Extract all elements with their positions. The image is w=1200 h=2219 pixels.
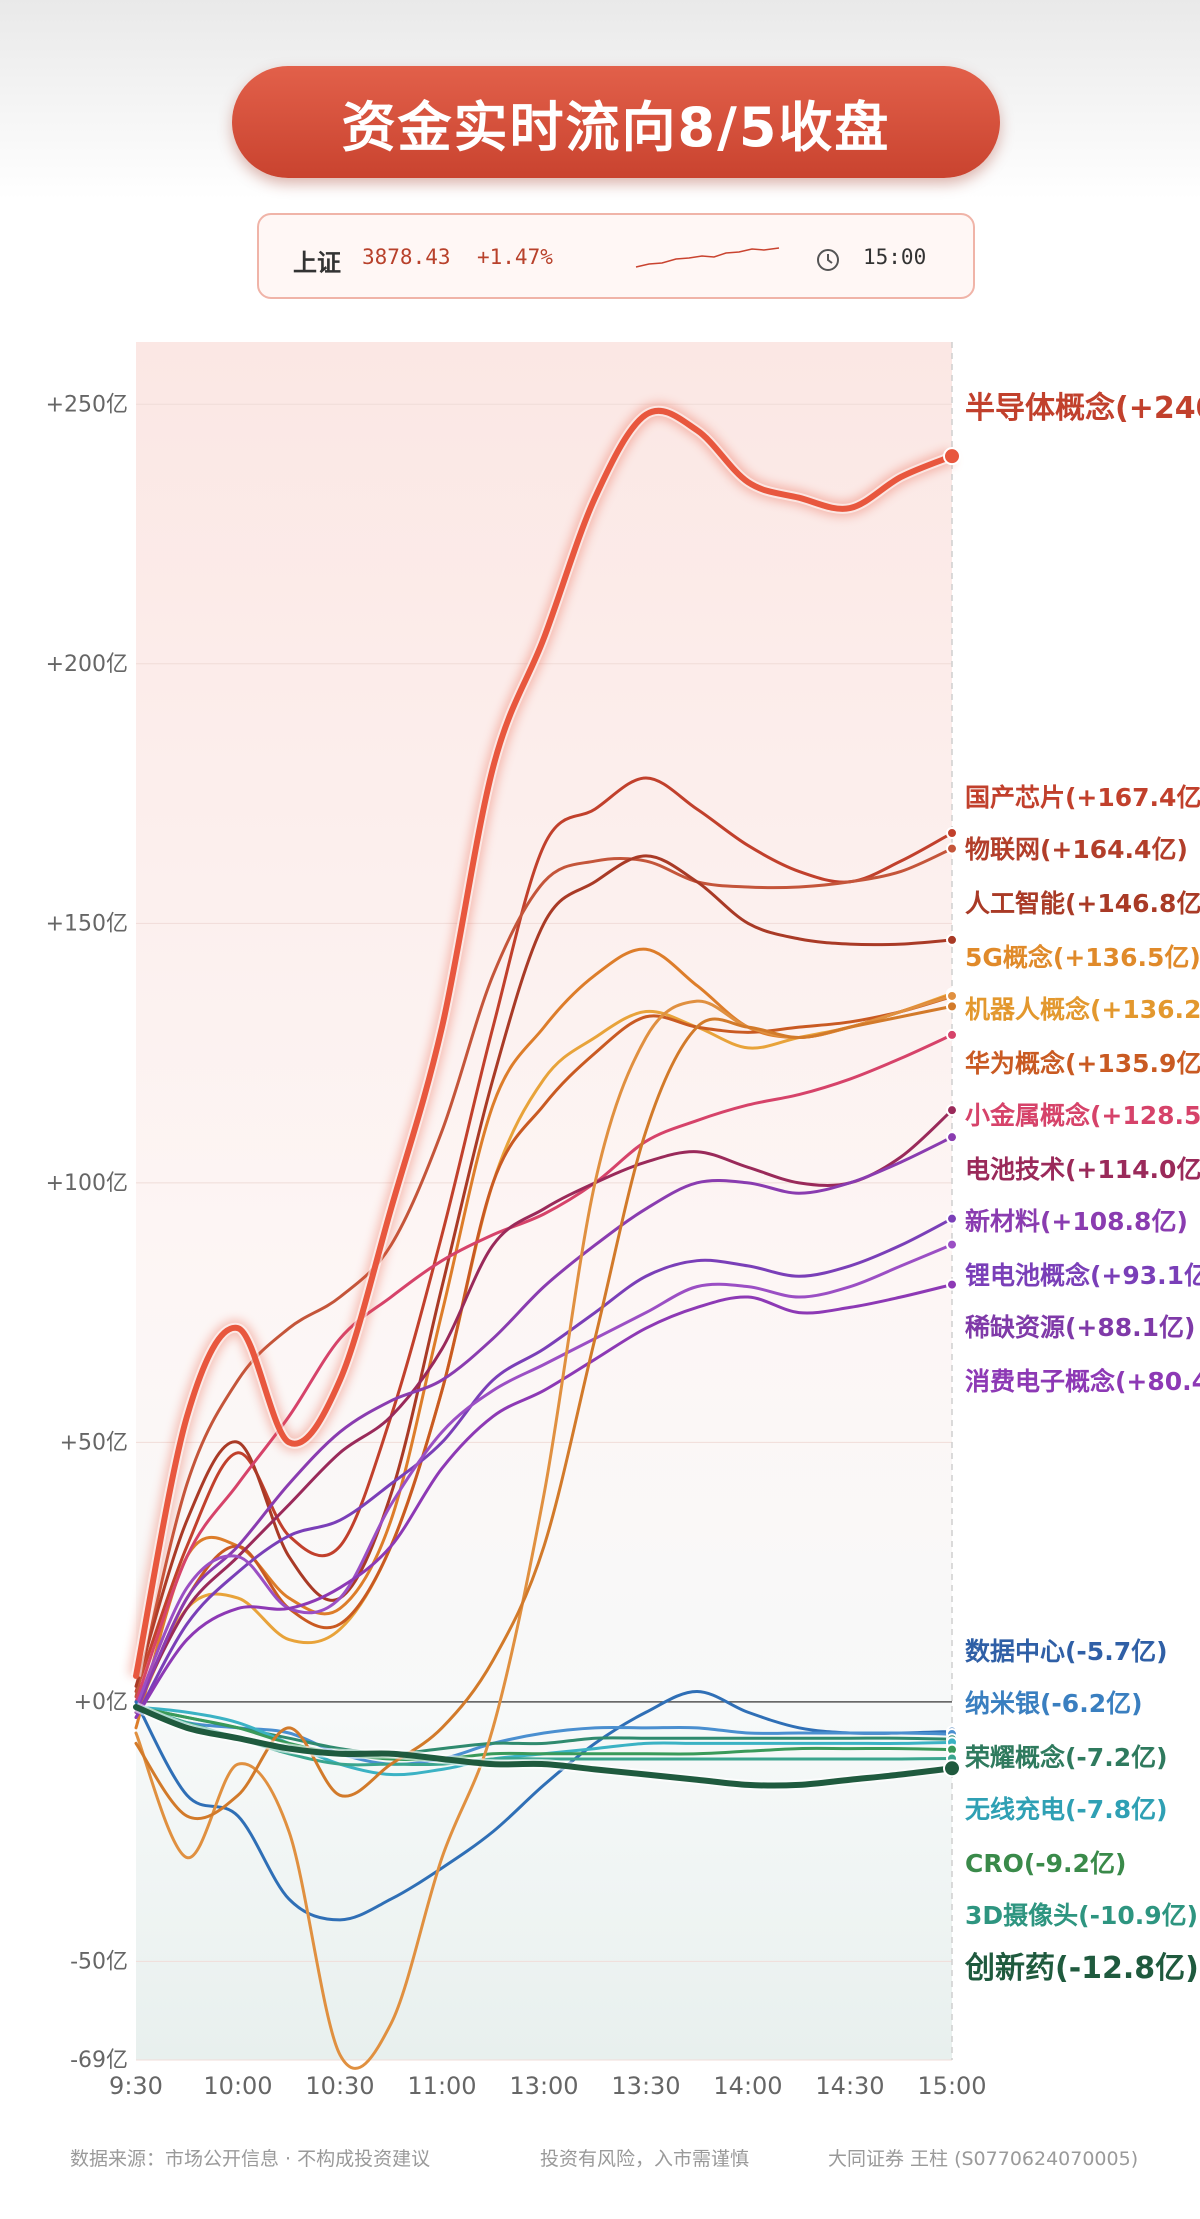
series-锂电池概念-end-dot [946, 1212, 958, 1225]
clock-icon [817, 249, 839, 271]
series-稀缺资源-line [134, 1243, 954, 1709]
series-小金属概念-line [134, 1033, 954, 1704]
series-人工智能-end-dot [946, 933, 958, 946]
legend-label: 纳米银(-6.2亿) [965, 1689, 1143, 1718]
legend-label: 华为概念(+135.9亿) [965, 1049, 1200, 1078]
y-tick-label: +0亿 [74, 1690, 128, 1715]
title-banner: 资金实时流向8/5收盘 [232, 66, 1000, 178]
footer: 数据来源：市场公开信息 · 不构成投资建议 投资有风险，入市需谨慎 大同证券 王… [0, 2144, 1200, 2174]
series-物联网-line [134, 847, 954, 1699]
y-tick-label: +100亿 [46, 1171, 128, 1196]
series-锂电池概念-line [134, 1217, 954, 1719]
index-name: 上证 [293, 249, 341, 277]
legend-label: 物联网(+164.4亿) [965, 835, 1188, 864]
x-tick-label: 10:30 [305, 2072, 374, 2100]
sparkline-icon [635, 247, 780, 268]
series-消费电子概念-end-dot [946, 1278, 958, 1291]
series-半导体概念-end-dot [943, 447, 961, 466]
footer-source: 数据来源：市场公开信息 · 不构成投资建议 [70, 2148, 431, 2170]
y-tick-label: -69亿 [70, 2048, 128, 2073]
series-人工智能-line [134, 854, 954, 1688]
legend-label: 稀缺资源(+88.1亿) [965, 1313, 1195, 1342]
series-半导体概念-line [133, 407, 955, 1679]
series-小金属概念-end-dot [946, 1028, 958, 1041]
legend-label: 国产芯片(+167.4亿) [965, 783, 1200, 812]
legend-label: 消费电子概念(+80.4亿) [965, 1367, 1200, 1396]
y-tick-label: +250亿 [46, 392, 128, 417]
legend-label: 电池技术(+114.0亿) [965, 1155, 1200, 1184]
series-其他B-end-dot [946, 1000, 958, 1013]
legend-label: 机器人概念(+136.2亿) [965, 995, 1200, 1024]
series-其他B-line [134, 1004, 954, 1821]
x-tick-label: 11:00 [407, 2072, 476, 2100]
legend-label: 5G概念(+136.5亿) [965, 943, 1200, 972]
legend-label: 数据中心(-5.7亿) [965, 1637, 1168, 1666]
legend-label: 无线充电(-7.8亿) [965, 1795, 1168, 1824]
page-title: 资金实时流向8/5收盘 [341, 95, 891, 159]
x-tick-label: 13:30 [611, 2072, 680, 2100]
series-创新药-end-dot [943, 1759, 961, 1778]
x-tick-label: 10:00 [203, 2072, 272, 2100]
y-tick-label: -50亿 [70, 1949, 128, 1974]
x-tick-label: 13:00 [509, 2072, 578, 2100]
index-ticker-card: 上证 3878.43 +1.47% 15:00 [257, 213, 975, 299]
x-tick-label: 14:30 [815, 2072, 884, 2100]
index-change: +1.47% [477, 245, 553, 269]
series-数据中心-line [134, 1689, 954, 1922]
index-time: 15:00 [863, 245, 927, 269]
series-新材料-line [134, 1135, 954, 1714]
series-国产芯片-end-dot [946, 827, 958, 840]
legend-label: 锂电池概念(+93.1亿) [965, 1261, 1200, 1290]
legend-label: CRO(-9.2亿) [965, 1849, 1126, 1878]
series-新材料-end-dot [946, 1131, 958, 1144]
x-tick-label: 15:00 [917, 2072, 986, 2100]
series-创新药-line [133, 1704, 955, 1789]
series-荣耀概念-line [134, 1705, 954, 1756]
x-tick-label: 9:30 [109, 2072, 163, 2100]
footer-risk: 投资有风险，入市需谨慎 [540, 2148, 750, 2170]
series-电池技术-line [134, 1108, 954, 1709]
legend-label: 半导体概念(+240亿) [965, 391, 1200, 426]
series-稀缺资源-end-dot [946, 1238, 958, 1251]
series-物联网-end-dot [946, 842, 958, 855]
legend-label: 小金属概念(+128.5亿) [965, 1101, 1200, 1130]
series-纳米银-line [134, 1705, 954, 1766]
series-华为概念-line [134, 995, 954, 1714]
series-其他A-line [134, 994, 954, 2070]
legend-label: 人工智能(+146.8亿) [965, 889, 1200, 918]
series-其他A-end-dot [946, 989, 958, 1002]
footer-author: 大同证券 王柱 (S0770624070005) [828, 2148, 1139, 2170]
series-电池技术-end-dot [946, 1104, 958, 1117]
y-tick-label: +150亿 [46, 911, 128, 936]
y-tick-label: +200亿 [46, 652, 128, 677]
legend-label: 3D摄像头(-10.9亿) [965, 1901, 1198, 1930]
x-tick-label: 14:00 [713, 2072, 782, 2100]
legend-label: 荣耀概念(-7.2亿) [965, 1743, 1168, 1772]
series-消费电子概念-line [134, 1283, 954, 1719]
y-tick-label: +50亿 [60, 1430, 128, 1455]
legend-label: 创新药(-12.8亿) [964, 1951, 1199, 1986]
plot-background [136, 342, 952, 2060]
index-value: 3878.43 [362, 245, 451, 269]
legend-label: 新材料(+108.8亿) [965, 1207, 1188, 1236]
